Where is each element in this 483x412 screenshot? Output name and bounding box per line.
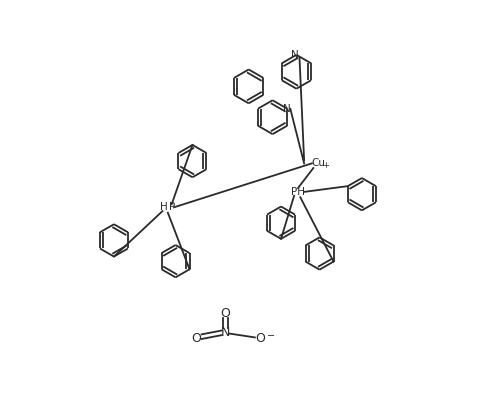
Text: H: H — [160, 202, 168, 212]
Text: P: P — [170, 202, 176, 212]
Text: N: N — [221, 326, 230, 339]
Text: Cu: Cu — [312, 158, 326, 169]
Text: O: O — [191, 332, 201, 345]
Text: N: N — [284, 104, 291, 114]
Text: PH: PH — [291, 187, 305, 197]
Text: O: O — [221, 307, 230, 320]
Text: −: − — [267, 331, 275, 341]
Text: O: O — [256, 332, 265, 345]
Text: N: N — [291, 50, 299, 60]
Text: +: + — [323, 161, 329, 170]
